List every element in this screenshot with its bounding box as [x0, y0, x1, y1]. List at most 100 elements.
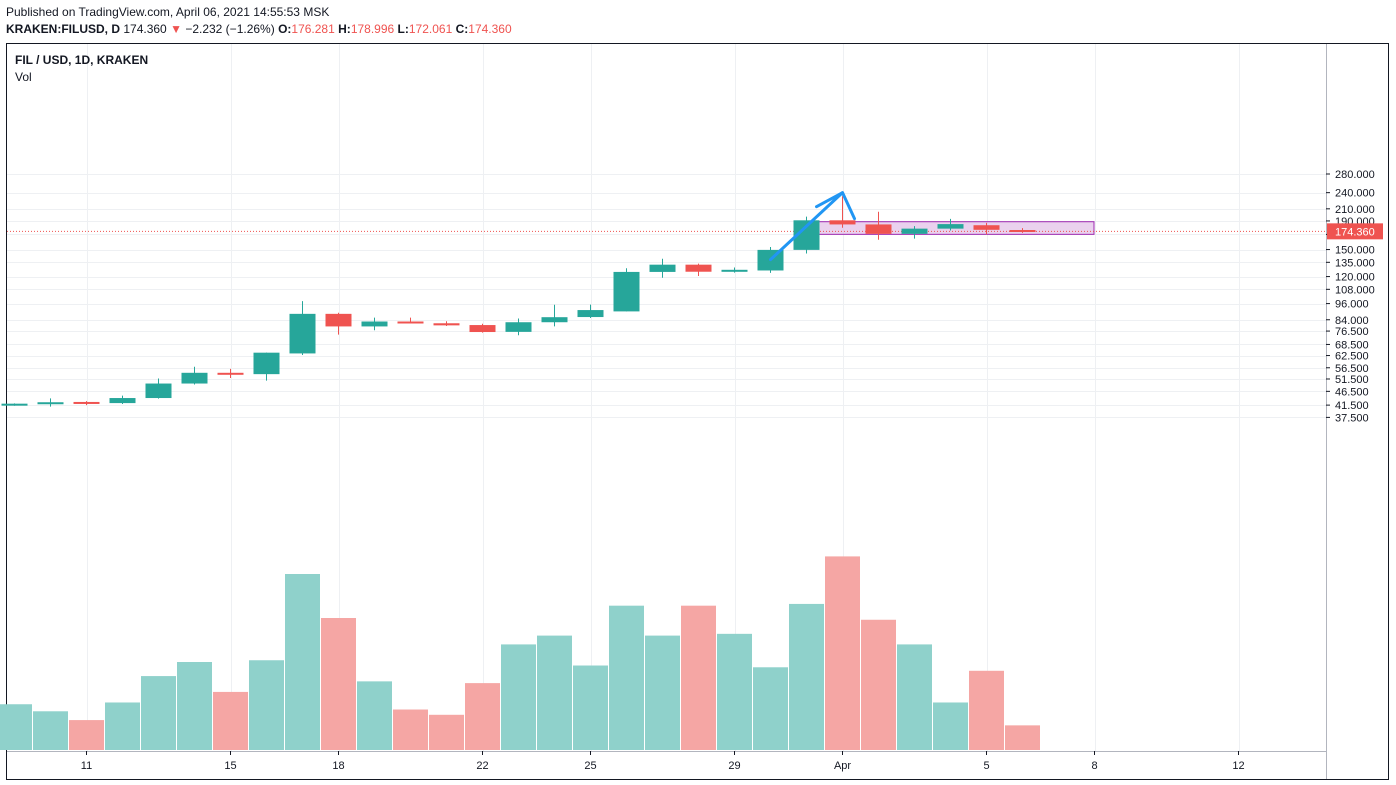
time-axis-label: 12 — [1232, 760, 1244, 772]
chart-legend-title: FIL / USD, 1D, KRAKEN — [15, 53, 149, 67]
volume-bar — [429, 714, 464, 750]
candle-body — [433, 323, 460, 326]
volume-bar — [681, 605, 716, 750]
high-value: 178.996 — [350, 22, 395, 36]
chart-panel[interactable] — [6, 43, 1389, 780]
volume-bar — [789, 603, 824, 750]
candle-body — [973, 225, 1000, 230]
candle-body — [721, 269, 748, 272]
price-axis-label: 37.500 — [1335, 412, 1369, 424]
volume-bar — [609, 605, 644, 750]
price-axis-label: 108.000 — [1335, 284, 1375, 296]
candle-body — [1009, 230, 1036, 233]
time-axis-label: 25 — [584, 760, 596, 772]
candle-body — [253, 352, 280, 375]
candle-body — [829, 220, 856, 225]
price-axis-label: 51.500 — [1335, 374, 1369, 386]
volume-bar — [393, 709, 428, 750]
volume-bar — [933, 702, 968, 750]
time-axis-label: 8 — [1091, 760, 1097, 772]
close-value: 174.360 — [468, 22, 512, 36]
price-axis-label: 46.500 — [1335, 386, 1369, 398]
volume-bar — [969, 670, 1004, 750]
volume-bar — [1005, 725, 1040, 750]
last-price: 174.360 — [123, 22, 167, 36]
volume-bar — [465, 683, 500, 750]
candle-body — [1, 403, 28, 406]
candle-body — [901, 228, 928, 234]
time-axis-label: 18 — [332, 760, 344, 772]
volume-bar — [357, 681, 392, 750]
volume-bar — [177, 662, 212, 750]
time-axis-label: 29 — [728, 760, 740, 772]
price-axis-label: 210.000 — [1335, 204, 1375, 216]
last-price-tag — [1327, 223, 1383, 240]
open-value: 176.281 — [291, 22, 335, 36]
candle-body — [469, 325, 496, 333]
candle-body — [73, 401, 100, 404]
price-axis-label: 150.000 — [1335, 245, 1375, 257]
candle-body — [865, 224, 892, 234]
price-axis-label: 280.000 — [1335, 169, 1375, 181]
volume-bar — [753, 667, 788, 750]
price-axis-label: 56.500 — [1335, 363, 1369, 375]
price-axis-label: 41.500 — [1335, 400, 1369, 412]
volume-bar — [717, 633, 752, 750]
volume-legend: Vol — [15, 70, 32, 84]
symbol-ohlc-bar: KRAKEN:FILUSD, D 174.360 ▼ −2.232 (−1.26… — [6, 22, 512, 36]
trend-arrow-head-icon — [815, 191, 856, 221]
open-label: O: — [278, 22, 292, 36]
volume-bar — [105, 702, 140, 750]
candle-body — [217, 372, 244, 375]
time-axis-label: 15 — [224, 760, 236, 772]
candle-body — [37, 402, 64, 405]
low-label: L: — [397, 22, 409, 36]
volume-bar — [141, 676, 176, 750]
last-price-tag-label: 174.360 — [1335, 226, 1375, 238]
trend-arrow-shaft — [769, 191, 844, 262]
volume-bar — [573, 665, 608, 750]
time-axis-label: 22 — [476, 760, 488, 772]
close-label: C: — [455, 22, 469, 36]
symbol-label: KRAKEN:FILUSD, D — [6, 22, 120, 36]
candle-body — [649, 264, 676, 272]
volume-bar — [645, 635, 680, 750]
price-axis-label: 96.000 — [1335, 299, 1369, 311]
candle-body — [937, 224, 964, 229]
price-axis-label: 68.500 — [1335, 339, 1369, 351]
volume-bar — [321, 618, 356, 750]
price-axis-label: 62.500 — [1335, 351, 1369, 363]
time-axis-label: Apr — [834, 760, 851, 772]
candle-body — [145, 383, 172, 399]
change-value: −2.232 (−1.26%) — [185, 22, 275, 36]
price-axis-label: 84.000 — [1335, 315, 1369, 327]
low-value: 172.061 — [408, 22, 453, 36]
candle-body — [613, 271, 640, 312]
change-arrow-icon: ▼ — [170, 22, 182, 36]
volume-bar — [897, 644, 932, 750]
price-axis-label: 135.000 — [1335, 257, 1375, 269]
candle-body — [289, 313, 316, 354]
time-axis-label: 5 — [983, 760, 989, 772]
volume-bar — [861, 619, 896, 750]
candle-body — [541, 317, 568, 323]
candle-body — [397, 321, 424, 324]
volume-bar — [249, 660, 284, 750]
candle-body — [325, 313, 352, 327]
volume-bar — [69, 720, 104, 750]
price-axis-label: 240.000 — [1335, 188, 1375, 200]
volume-bar — [537, 635, 572, 750]
volume-bar — [501, 644, 536, 750]
candle-body — [505, 322, 532, 332]
candle-body — [577, 310, 604, 318]
volume-bar — [285, 574, 320, 750]
volume-bar — [825, 556, 860, 750]
candle-body — [361, 321, 388, 327]
time-axis-label: 11 — [81, 760, 92, 772]
price-axis-label: 76.500 — [1335, 326, 1369, 338]
volume-bar — [213, 691, 248, 750]
candle-body — [181, 372, 208, 384]
price-axis-label: 120.000 — [1335, 272, 1375, 284]
volume-bar — [33, 711, 68, 750]
